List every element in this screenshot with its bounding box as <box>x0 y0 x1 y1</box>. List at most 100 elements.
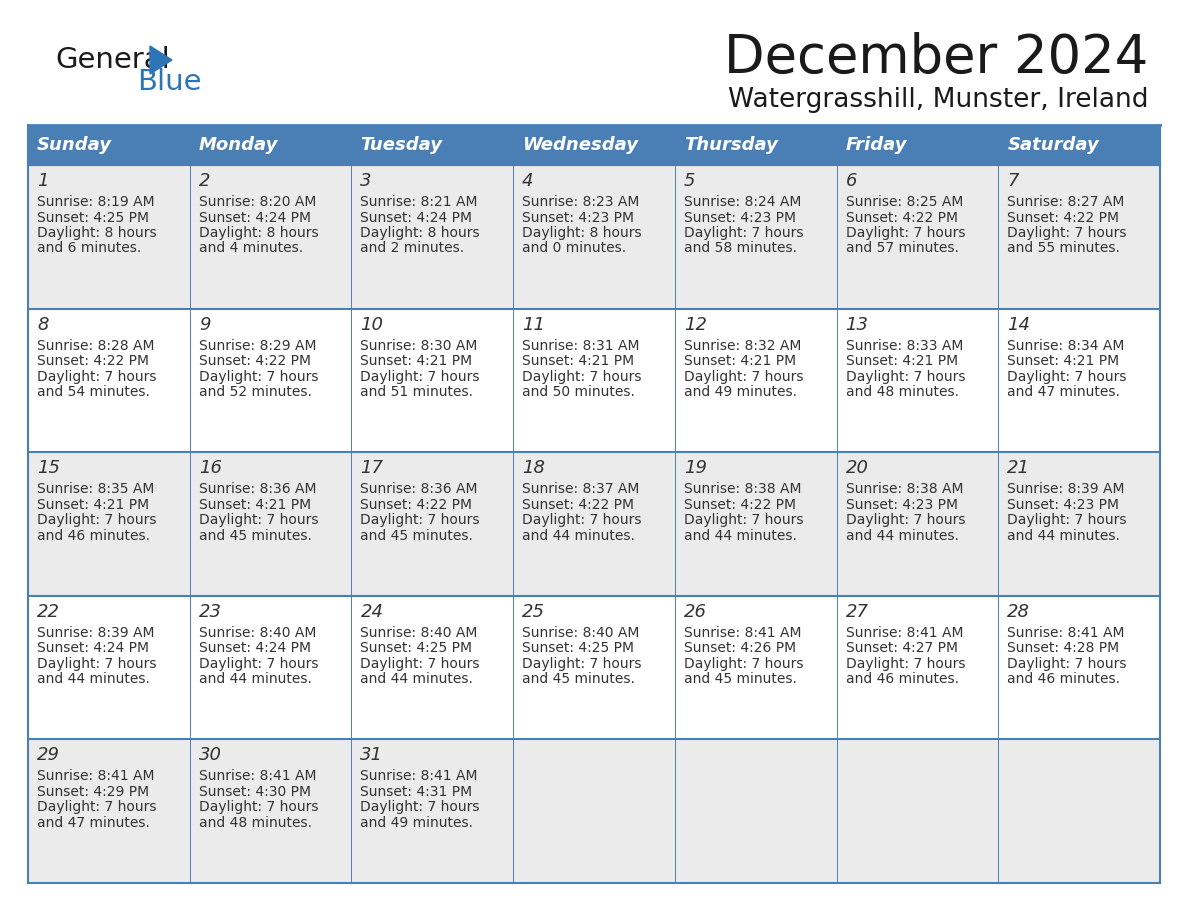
Bar <box>190 165 352 308</box>
Text: Sunrise: 8:39 AM: Sunrise: 8:39 AM <box>37 626 154 640</box>
Text: and 49 minutes.: and 49 minutes. <box>360 816 474 830</box>
Text: 3: 3 <box>360 172 372 190</box>
Text: Wednesday: Wednesday <box>523 136 638 154</box>
Text: Sunrise: 8:41 AM: Sunrise: 8:41 AM <box>1007 626 1125 640</box>
Text: Sunset: 4:22 PM: Sunset: 4:22 PM <box>846 210 958 225</box>
Text: Friday: Friday <box>846 136 908 154</box>
Text: 16: 16 <box>198 459 222 477</box>
Text: Daylight: 7 hours: Daylight: 7 hours <box>1007 513 1126 527</box>
Text: 8: 8 <box>37 316 49 333</box>
Bar <box>675 125 836 165</box>
Text: Sunrise: 8:25 AM: Sunrise: 8:25 AM <box>846 195 963 209</box>
Text: General: General <box>55 46 170 74</box>
Text: Daylight: 7 hours: Daylight: 7 hours <box>846 513 965 527</box>
Text: 13: 13 <box>846 316 868 333</box>
Text: and 44 minutes.: and 44 minutes. <box>1007 529 1120 543</box>
Text: Sunset: 4:23 PM: Sunset: 4:23 PM <box>523 210 634 225</box>
Text: Daylight: 7 hours: Daylight: 7 hours <box>684 513 803 527</box>
Text: Daylight: 8 hours: Daylight: 8 hours <box>37 226 157 240</box>
Text: Sunrise: 8:37 AM: Sunrise: 8:37 AM <box>523 482 639 497</box>
Text: Sunset: 4:22 PM: Sunset: 4:22 PM <box>37 354 148 368</box>
Text: 12: 12 <box>684 316 707 333</box>
Bar <box>352 125 513 165</box>
Text: Daylight: 7 hours: Daylight: 7 hours <box>523 513 642 527</box>
Text: Daylight: 7 hours: Daylight: 7 hours <box>846 370 965 384</box>
Text: and 47 minutes.: and 47 minutes. <box>37 816 150 830</box>
Text: Sunset: 4:28 PM: Sunset: 4:28 PM <box>1007 642 1119 655</box>
Text: Daylight: 8 hours: Daylight: 8 hours <box>523 226 642 240</box>
Text: Daylight: 7 hours: Daylight: 7 hours <box>523 656 642 671</box>
Text: Sunrise: 8:33 AM: Sunrise: 8:33 AM <box>846 339 963 353</box>
Text: Daylight: 8 hours: Daylight: 8 hours <box>360 226 480 240</box>
Text: 17: 17 <box>360 459 384 477</box>
Text: Sunset: 4:24 PM: Sunset: 4:24 PM <box>198 210 311 225</box>
Text: 20: 20 <box>846 459 868 477</box>
Text: Daylight: 7 hours: Daylight: 7 hours <box>198 370 318 384</box>
Text: Sunrise: 8:41 AM: Sunrise: 8:41 AM <box>37 769 154 783</box>
Text: Monday: Monday <box>198 136 278 154</box>
Text: Sunset: 4:22 PM: Sunset: 4:22 PM <box>1007 210 1119 225</box>
Text: Sunset: 4:31 PM: Sunset: 4:31 PM <box>360 785 473 799</box>
Text: December 2024: December 2024 <box>723 32 1148 84</box>
Bar <box>836 453 998 596</box>
Text: Sunrise: 8:36 AM: Sunrise: 8:36 AM <box>198 482 316 497</box>
Bar <box>836 125 998 165</box>
Text: and 48 minutes.: and 48 minutes. <box>198 816 311 830</box>
Bar <box>998 165 1159 308</box>
Text: and 6 minutes.: and 6 minutes. <box>37 241 141 255</box>
Text: Daylight: 7 hours: Daylight: 7 hours <box>360 656 480 671</box>
Text: Sunset: 4:21 PM: Sunset: 4:21 PM <box>37 498 150 511</box>
Text: 22: 22 <box>37 603 61 621</box>
Text: 2: 2 <box>198 172 210 190</box>
Text: and 52 minutes.: and 52 minutes. <box>198 385 311 399</box>
Text: Sunrise: 8:30 AM: Sunrise: 8:30 AM <box>360 339 478 353</box>
Bar <box>513 125 675 165</box>
Text: Daylight: 7 hours: Daylight: 7 hours <box>846 656 965 671</box>
Bar <box>29 739 190 883</box>
Text: Sunrise: 8:34 AM: Sunrise: 8:34 AM <box>1007 339 1125 353</box>
Bar <box>352 739 513 883</box>
Text: and 48 minutes.: and 48 minutes. <box>846 385 959 399</box>
Bar <box>352 453 513 596</box>
Text: Daylight: 7 hours: Daylight: 7 hours <box>1007 226 1126 240</box>
Text: Sunrise: 8:31 AM: Sunrise: 8:31 AM <box>523 339 639 353</box>
Text: Sunset: 4:21 PM: Sunset: 4:21 PM <box>846 354 958 368</box>
Bar <box>675 308 836 453</box>
Text: Sunrise: 8:40 AM: Sunrise: 8:40 AM <box>360 626 478 640</box>
Text: Sunset: 4:21 PM: Sunset: 4:21 PM <box>523 354 634 368</box>
Text: Daylight: 7 hours: Daylight: 7 hours <box>360 370 480 384</box>
Text: Sunset: 4:25 PM: Sunset: 4:25 PM <box>523 642 634 655</box>
Text: Sunrise: 8:32 AM: Sunrise: 8:32 AM <box>684 339 801 353</box>
Text: Thursday: Thursday <box>684 136 778 154</box>
Text: 30: 30 <box>198 746 222 765</box>
Text: and 44 minutes.: and 44 minutes. <box>198 672 311 687</box>
Bar <box>836 596 998 739</box>
Text: 1: 1 <box>37 172 49 190</box>
Bar <box>513 739 675 883</box>
Bar <box>190 125 352 165</box>
Bar <box>998 125 1159 165</box>
Bar <box>29 596 190 739</box>
Text: Daylight: 7 hours: Daylight: 7 hours <box>198 513 318 527</box>
Text: Blue: Blue <box>137 68 202 96</box>
Bar <box>998 596 1159 739</box>
Text: and 45 minutes.: and 45 minutes. <box>684 672 797 687</box>
Text: Sunset: 4:22 PM: Sunset: 4:22 PM <box>198 354 311 368</box>
Text: Sunset: 4:26 PM: Sunset: 4:26 PM <box>684 642 796 655</box>
Text: Sunset: 4:22 PM: Sunset: 4:22 PM <box>684 498 796 511</box>
Text: and 46 minutes.: and 46 minutes. <box>1007 672 1120 687</box>
Text: 31: 31 <box>360 746 384 765</box>
Text: Daylight: 7 hours: Daylight: 7 hours <box>684 226 803 240</box>
Text: Daylight: 7 hours: Daylight: 7 hours <box>37 656 157 671</box>
Text: Daylight: 7 hours: Daylight: 7 hours <box>684 370 803 384</box>
Text: Sunset: 4:23 PM: Sunset: 4:23 PM <box>1007 498 1119 511</box>
Text: Sunrise: 8:40 AM: Sunrise: 8:40 AM <box>523 626 639 640</box>
Text: 28: 28 <box>1007 603 1030 621</box>
Bar <box>675 453 836 596</box>
Text: Sunrise: 8:36 AM: Sunrise: 8:36 AM <box>360 482 478 497</box>
Text: and 50 minutes.: and 50 minutes. <box>523 385 636 399</box>
Text: 15: 15 <box>37 459 61 477</box>
Text: Sunset: 4:29 PM: Sunset: 4:29 PM <box>37 785 150 799</box>
Text: Sunset: 4:21 PM: Sunset: 4:21 PM <box>360 354 473 368</box>
Text: and 44 minutes.: and 44 minutes. <box>846 529 959 543</box>
